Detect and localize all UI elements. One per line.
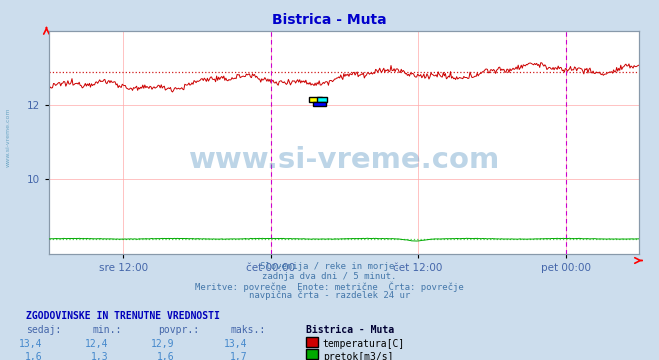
Text: 1,3: 1,3 (91, 352, 109, 360)
Text: maks.:: maks.: (231, 325, 266, 335)
Text: ZGODOVINSKE IN TRENUTNE VREDNOSTI: ZGODOVINSKE IN TRENUTNE VREDNOSTI (26, 311, 220, 321)
Text: sedaj:: sedaj: (26, 325, 61, 335)
Text: Bistrica - Muta: Bistrica - Muta (272, 13, 387, 27)
Text: pretok[m3/s]: pretok[m3/s] (323, 352, 393, 360)
Text: povpr.:: povpr.: (158, 325, 199, 335)
Text: Slovenija / reke in morje.: Slovenija / reke in morje. (260, 262, 399, 271)
FancyBboxPatch shape (317, 97, 327, 102)
Text: temperatura[C]: temperatura[C] (323, 339, 405, 349)
Text: www.si-vreme.com: www.si-vreme.com (5, 107, 11, 167)
Text: www.si-vreme.com: www.si-vreme.com (188, 146, 500, 174)
Text: navpična črta - razdelek 24 ur: navpična črta - razdelek 24 ur (249, 291, 410, 300)
Text: 13,4: 13,4 (19, 339, 43, 349)
FancyBboxPatch shape (313, 102, 326, 105)
Text: Bistrica - Muta: Bistrica - Muta (306, 325, 395, 335)
Text: 1,6: 1,6 (157, 352, 175, 360)
Text: 1,6: 1,6 (25, 352, 43, 360)
Text: zadnja dva dni / 5 minut.: zadnja dva dni / 5 minut. (262, 271, 397, 280)
Text: min.:: min.: (92, 325, 122, 335)
Text: 12,4: 12,4 (85, 339, 109, 349)
Text: 12,9: 12,9 (151, 339, 175, 349)
Text: Meritve: povrečne  Enote: metrične  Črta: povrečje: Meritve: povrečne Enote: metrične Črta: … (195, 281, 464, 292)
Text: 13,4: 13,4 (223, 339, 247, 349)
FancyBboxPatch shape (309, 97, 322, 102)
Text: 1,7: 1,7 (229, 352, 247, 360)
